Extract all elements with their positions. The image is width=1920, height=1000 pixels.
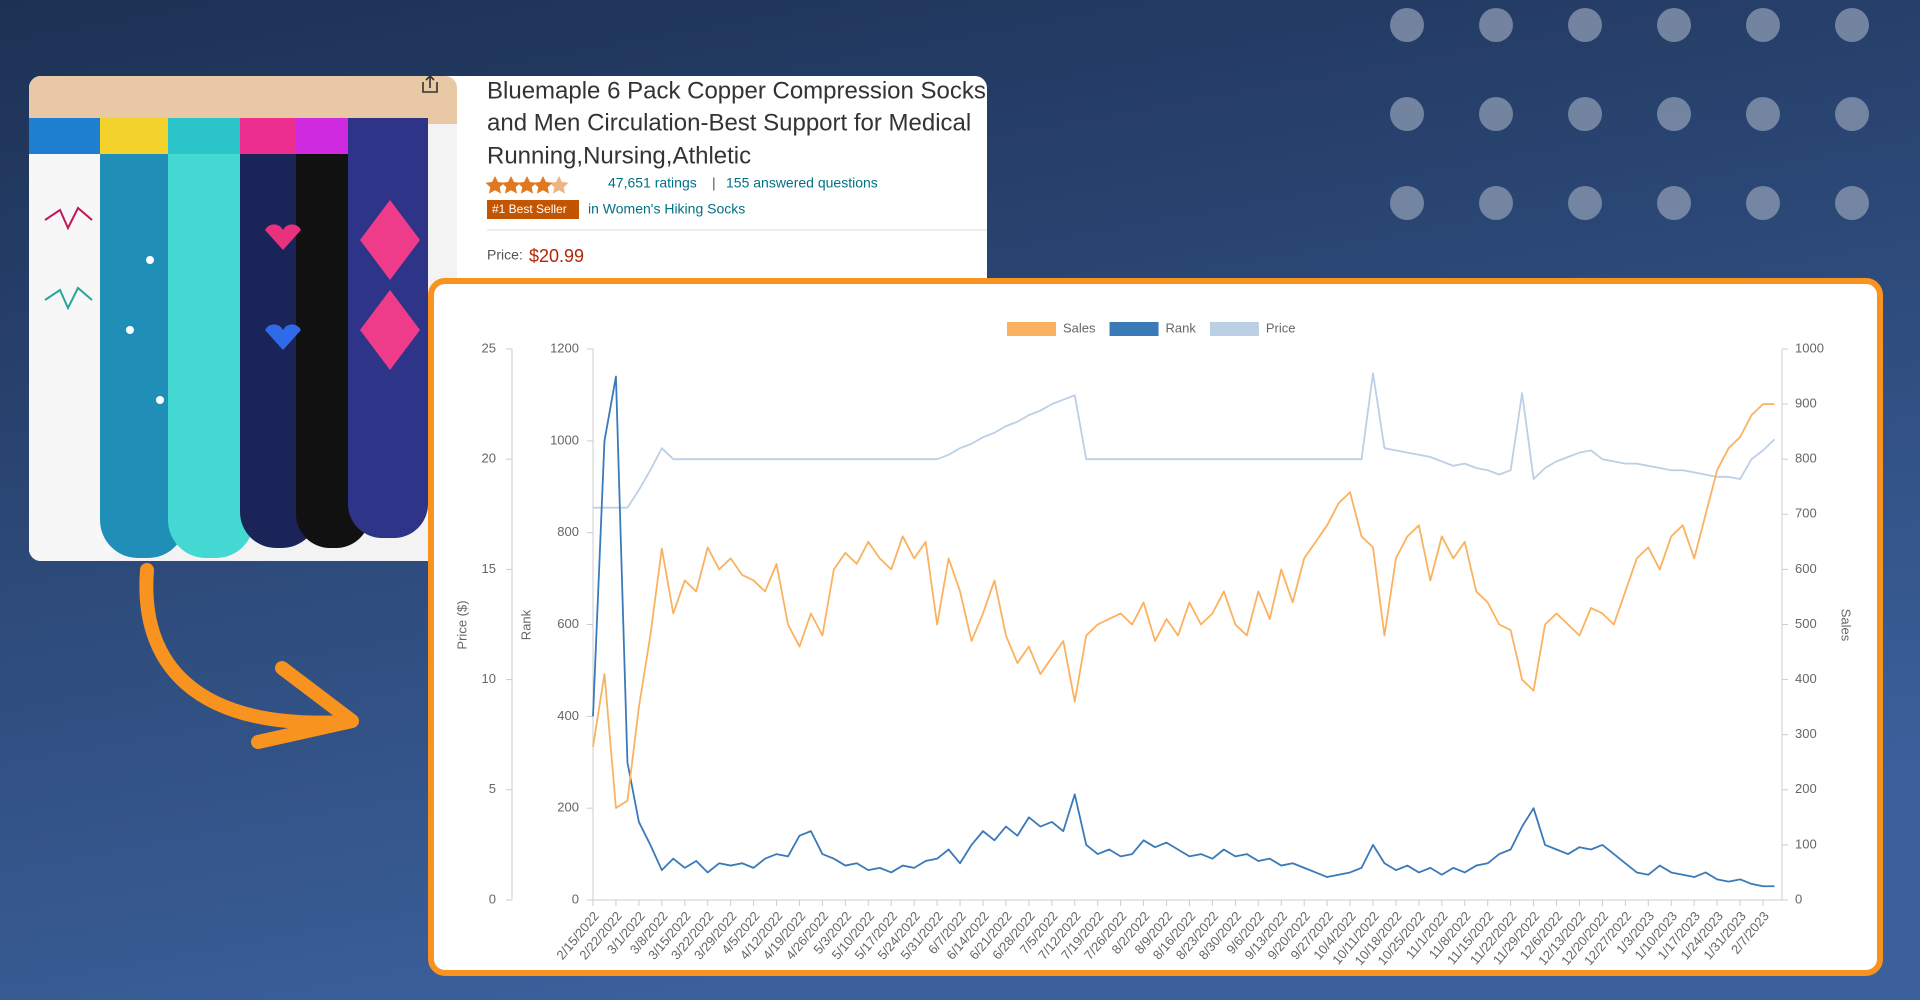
best-seller-badge: #1 Best Seller xyxy=(492,202,567,216)
price: $20.99 xyxy=(529,246,584,266)
y2-tick-label: 800 xyxy=(1795,451,1817,466)
y-tick-label: 600 xyxy=(557,616,579,631)
y3-tick-label: 20 xyxy=(482,451,496,466)
category-link[interactable]: in Women's Hiking Socks xyxy=(588,201,745,217)
legend-swatch xyxy=(1007,322,1056,336)
series-line xyxy=(592,375,1775,888)
y2-tick-label: 700 xyxy=(1795,506,1817,521)
y2-tick-label: 0 xyxy=(1795,891,1802,906)
y3-tick-label: 15 xyxy=(482,561,496,576)
y-tick-label: 1200 xyxy=(550,340,579,355)
y-axis-title: Rank xyxy=(518,609,533,640)
y2-tick-label: 300 xyxy=(1795,726,1817,741)
y2-tick-label: 900 xyxy=(1795,396,1817,411)
y2-tick-label: 500 xyxy=(1795,616,1817,631)
y2-tick-label: 400 xyxy=(1795,671,1817,686)
y3-tick-label: 0 xyxy=(489,891,496,906)
series-line xyxy=(593,372,1776,509)
rating-stars xyxy=(485,176,569,194)
arrow xyxy=(139,563,352,730)
ratings-link[interactable]: 47,651 ratings xyxy=(608,175,697,191)
y2-axis-title: Sales xyxy=(1839,609,1854,642)
legend-label: Rank xyxy=(1166,320,1197,335)
product-title: and Men Circulation-Best Support for Med… xyxy=(487,109,971,136)
badge-bg xyxy=(487,200,579,219)
y-tick-label: 0 xyxy=(572,891,579,906)
legend-swatch xyxy=(1209,322,1259,336)
y-tick-label: 1000 xyxy=(550,432,579,447)
product-title: Bluemaple 6 Pack Copper Compression Sock… xyxy=(487,77,986,104)
arrow-head xyxy=(251,661,359,749)
y3-tick-label: 25 xyxy=(482,340,496,355)
y-tick-label: 800 xyxy=(557,524,579,539)
series-line xyxy=(592,403,1775,809)
y3-tick-label: 10 xyxy=(482,671,496,686)
y3-axis-title: Price ($) xyxy=(454,600,469,649)
dot-pattern xyxy=(1390,8,1869,220)
price-label: Price: xyxy=(487,247,523,263)
legend-swatch xyxy=(1109,322,1159,336)
share-icon[interactable] xyxy=(422,74,438,93)
y3-tick-label: 5 xyxy=(489,781,496,796)
y2-tick-label: 100 xyxy=(1795,836,1817,851)
chart-panel xyxy=(428,278,1883,976)
legend-label: Sales xyxy=(1063,320,1096,335)
questions-link[interactable]: 155 answered questions xyxy=(726,175,878,191)
legend-label: Price xyxy=(1266,320,1296,335)
product-title: Running,Nursing,Athletic xyxy=(487,142,751,169)
y-tick-label: 200 xyxy=(557,800,579,815)
y2-tick-label: 1000 xyxy=(1795,340,1824,355)
chart: Price ($) Rank Sales 0200400600800100012… xyxy=(454,320,1853,968)
y-tick-label: 400 xyxy=(557,708,579,723)
y2-tick-label: 200 xyxy=(1795,781,1817,796)
y2-tick-label: 600 xyxy=(1795,561,1817,576)
separator: | xyxy=(712,175,716,191)
product-image xyxy=(29,76,457,561)
